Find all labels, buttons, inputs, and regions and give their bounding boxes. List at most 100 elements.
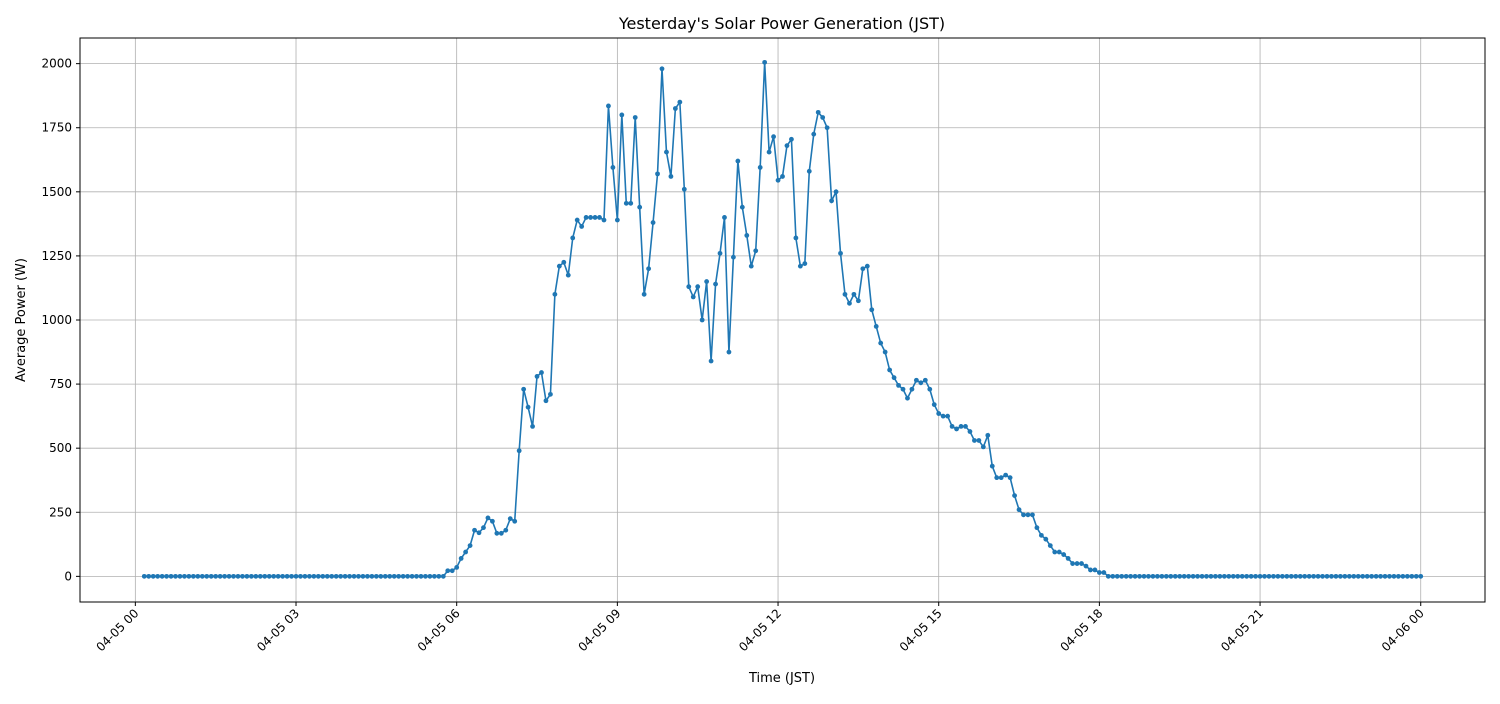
data-point (1043, 536, 1049, 542)
y-tick-label: 1000 (41, 313, 72, 327)
data-point (762, 59, 768, 65)
chart-title: Yesterday's Solar Power Generation (JST) (618, 14, 945, 33)
data-point (623, 200, 629, 206)
series-power (141, 59, 1424, 579)
data-point (1355, 573, 1361, 579)
data-point (1177, 573, 1183, 579)
data-point (1253, 573, 1258, 579)
data-point (958, 423, 964, 429)
data-point (418, 573, 424, 579)
data-point (842, 291, 848, 297)
data-point (677, 99, 683, 105)
data-point (637, 204, 643, 210)
data-point (610, 165, 616, 170)
data-point (414, 573, 419, 579)
data-point (351, 573, 357, 579)
data-point (597, 215, 602, 220)
data-point (208, 573, 214, 579)
data-point (726, 349, 732, 355)
data-point (628, 200, 634, 206)
data-point (1146, 573, 1151, 579)
data-point (302, 573, 308, 579)
x-tick-label: 04-05 18 (1057, 606, 1105, 654)
data-point (1311, 573, 1317, 579)
data-point (347, 573, 352, 579)
data-point (1137, 573, 1142, 579)
data-point (1110, 573, 1116, 579)
x-tick-label: 04-05 15 (897, 606, 945, 654)
data-point (342, 573, 348, 579)
data-point (333, 573, 339, 579)
y-tick-label: 0 (64, 569, 72, 583)
data-point (1239, 573, 1245, 579)
data-point (980, 444, 986, 450)
data-point (570, 235, 576, 241)
x-axis-label: Time (JST) (748, 671, 815, 686)
data-point (748, 263, 754, 269)
data-point (1199, 573, 1205, 579)
data-point (463, 549, 469, 555)
data-point (806, 168, 812, 174)
data-point (530, 423, 535, 429)
data-point (1391, 573, 1397, 579)
data-point (521, 386, 527, 392)
data-point (1181, 573, 1187, 579)
data-point (1404, 573, 1410, 579)
data-point (226, 573, 232, 579)
data-point (1337, 573, 1343, 579)
data-point (1025, 512, 1031, 518)
data-point (1266, 573, 1272, 579)
data-point (369, 573, 375, 579)
data-point (1092, 567, 1098, 573)
data-point (307, 573, 312, 579)
data-point (1030, 512, 1035, 518)
data-point (561, 259, 567, 265)
data-point (606, 103, 611, 109)
data-point (1302, 573, 1308, 579)
data-point (954, 426, 959, 432)
data-point (945, 413, 951, 419)
y-tick-label: 2000 (41, 57, 72, 71)
data-point (1279, 573, 1285, 579)
data-point (994, 475, 1000, 481)
data-point (820, 115, 826, 120)
data-point (753, 248, 759, 254)
data-point (931, 402, 937, 407)
data-point (177, 573, 183, 579)
data-point (668, 174, 674, 179)
grid (80, 38, 1485, 602)
data-point (440, 573, 446, 579)
data-point (829, 198, 834, 204)
data-point (936, 411, 942, 416)
data-point (1378, 573, 1383, 579)
data-point (365, 573, 370, 579)
data-point (864, 263, 870, 269)
data-point (356, 573, 361, 579)
data-point (490, 518, 495, 524)
data-point (1119, 573, 1125, 579)
data-point (565, 272, 571, 278)
data-point (722, 215, 727, 220)
data-point (1083, 563, 1089, 569)
data-point (1221, 573, 1227, 579)
data-point (1382, 573, 1388, 579)
data-point (1056, 549, 1062, 555)
data-point (1132, 573, 1138, 579)
data-point (552, 291, 558, 297)
data-point (373, 573, 379, 579)
data-point (1021, 512, 1026, 518)
data-point (860, 266, 866, 272)
data-point (878, 340, 884, 346)
data-point (659, 66, 665, 72)
data-point (1012, 493, 1017, 499)
data-point (1288, 573, 1294, 579)
data-point (173, 573, 178, 579)
data-point (311, 573, 317, 579)
data-point (190, 573, 196, 579)
x-tick-label: 04-05 00 (93, 606, 141, 654)
data-point (159, 573, 165, 579)
data-point (972, 438, 977, 443)
data-point (253, 573, 259, 579)
data-point (1271, 573, 1276, 579)
